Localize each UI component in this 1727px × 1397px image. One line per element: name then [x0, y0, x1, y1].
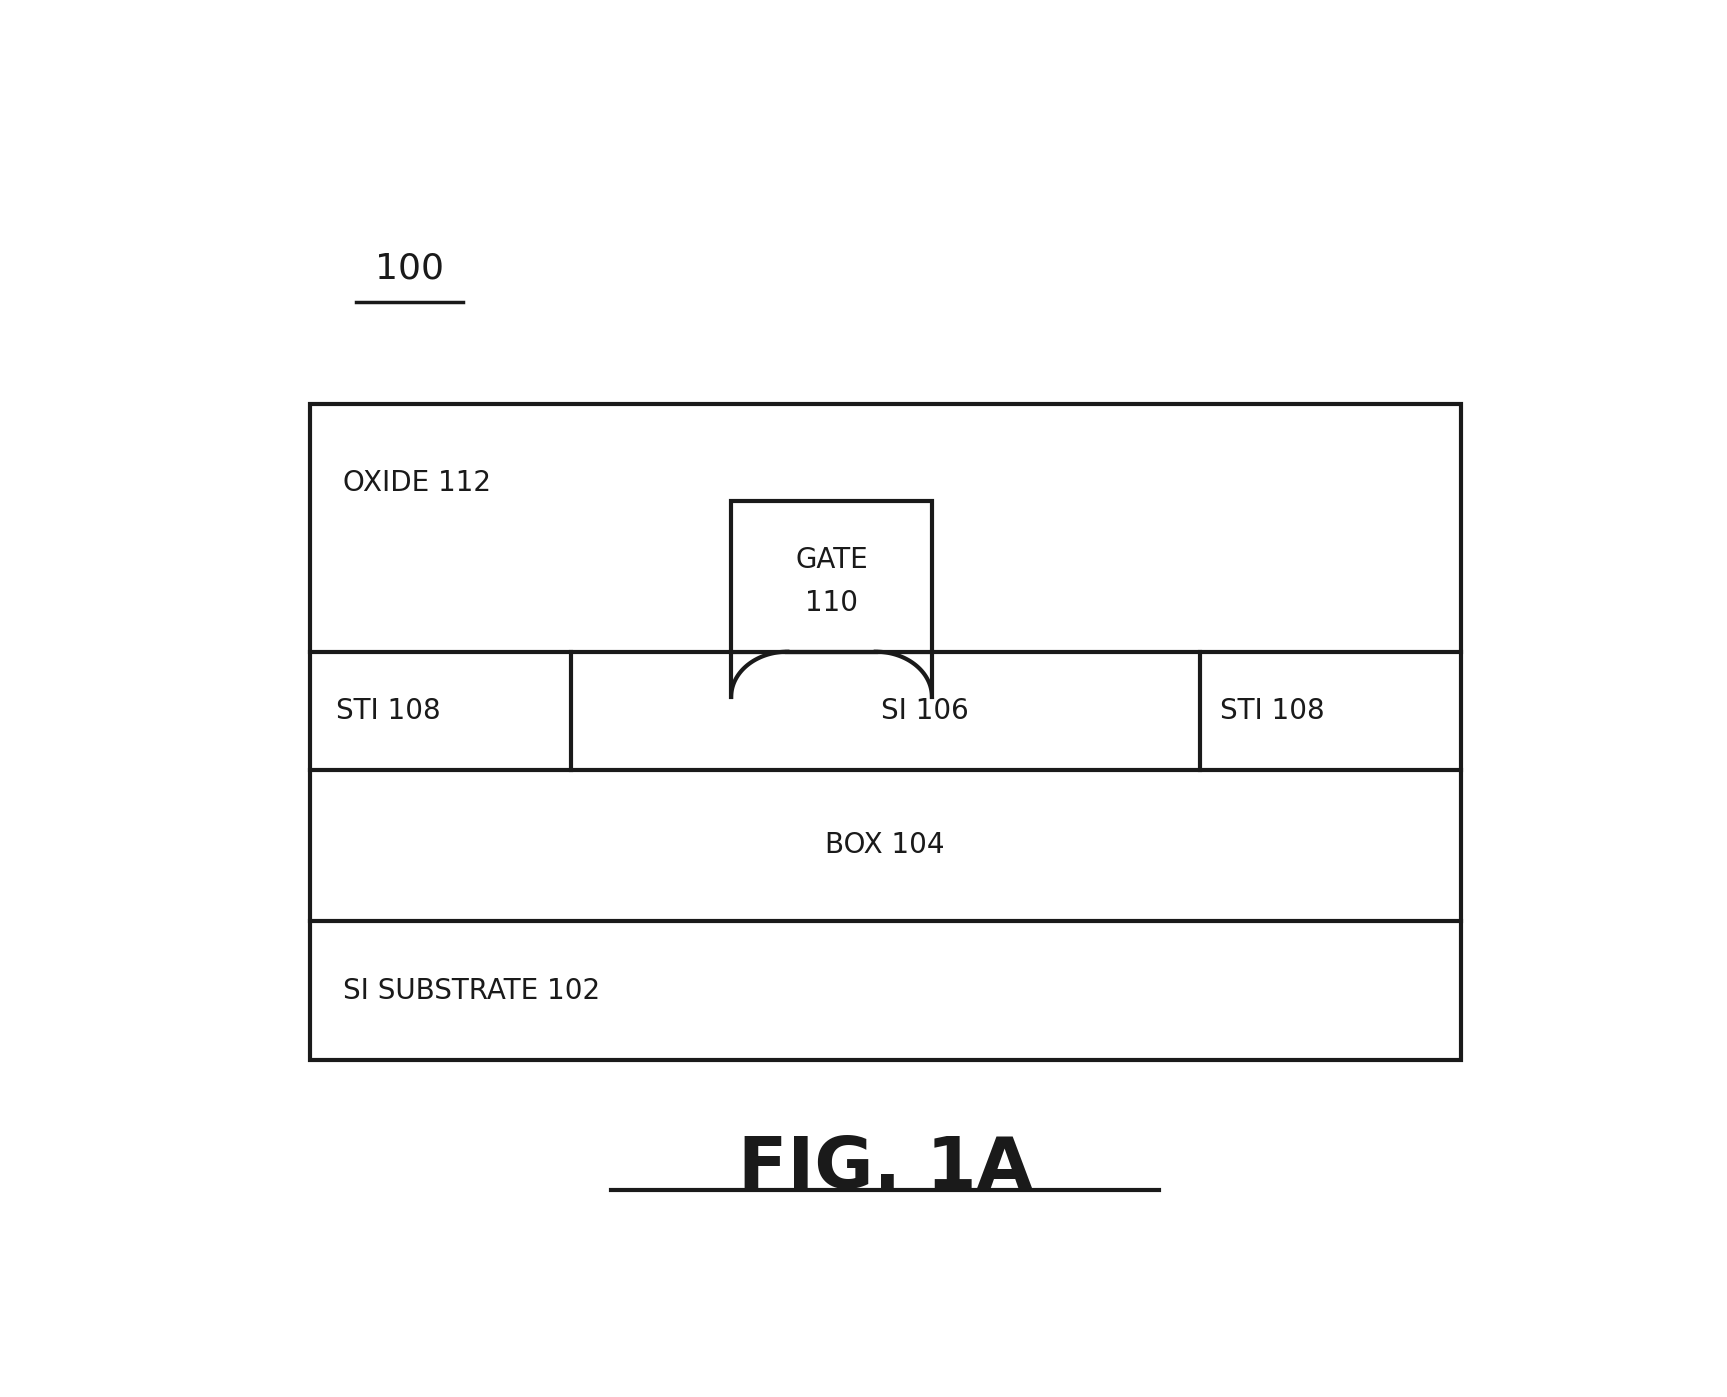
Text: BOX 104: BOX 104 — [826, 831, 945, 859]
Text: SI 106: SI 106 — [881, 697, 969, 725]
Text: STI 108: STI 108 — [1219, 697, 1325, 725]
Text: FIG. 1A: FIG. 1A — [737, 1133, 1033, 1203]
Bar — [309, 404, 1461, 1060]
Text: 110: 110 — [805, 590, 858, 617]
Bar — [731, 502, 933, 651]
Text: GATE: GATE — [794, 546, 869, 574]
Text: SI SUBSTRATE 102: SI SUBSTRATE 102 — [344, 977, 601, 1004]
Text: OXIDE 112: OXIDE 112 — [344, 469, 490, 497]
Text: STI 108: STI 108 — [337, 697, 440, 725]
Text: 100: 100 — [375, 251, 444, 286]
